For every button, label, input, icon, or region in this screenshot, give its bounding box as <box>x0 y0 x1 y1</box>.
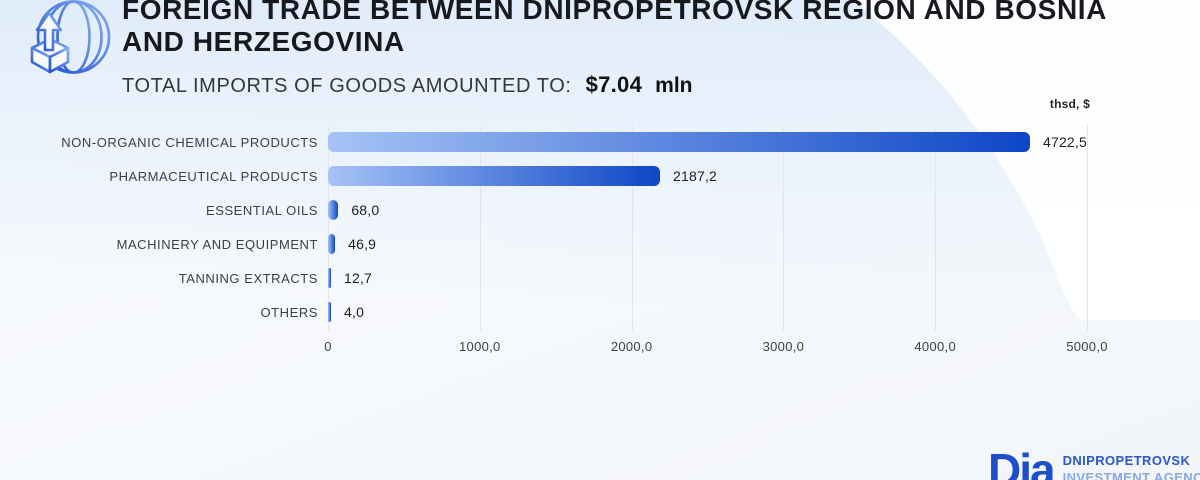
category-label: OTHERS <box>260 304 318 320</box>
category-label: ESSENTIAL OILS <box>206 202 318 218</box>
bar-row: PHARMACEUTICAL PRODUCTS 2187,2 <box>109 159 1087 193</box>
bar <box>328 200 339 220</box>
bar-row: ESSENTIAL OILS 68,0 <box>206 193 1087 227</box>
subtitle-unit: mln <box>655 74 693 97</box>
agency-name-line2: INVESTMENT AGENCY <box>1062 470 1200 480</box>
bar-value-label: 4,0 <box>344 304 365 320</box>
globe-export-icon <box>30 0 111 74</box>
bar-value-label: 12,7 <box>344 270 373 286</box>
x-tick-label: 4000,0 <box>914 339 956 354</box>
gridline <box>631 125 633 331</box>
axis-unit-label: thsd, $ <box>1049 97 1090 111</box>
bar <box>328 268 331 288</box>
agency-name-line1: DNIPROPETROVSK <box>1062 453 1191 468</box>
gridline <box>935 125 937 331</box>
bar-row: OTHERS 4,0 <box>261 295 1087 329</box>
category-label: NON-ORGANIC CHEMICAL PRODUCTS <box>61 134 318 150</box>
page-title-line2: AND HERZEGOVINA <box>122 26 405 57</box>
page-title: FOREIGN TRADE BETWEEN DNIPROPETROVSK REG… <box>122 0 1107 58</box>
bar-value-label: 4722,5 <box>1042 134 1087 150</box>
bar <box>328 132 1030 152</box>
dia-logo-mark: Dia <box>988 444 1056 480</box>
chart-gridlines <box>328 125 1088 331</box>
category-label: MACHINERY AND EQUIPMENT <box>116 236 318 252</box>
page-title-line1: FOREIGN TRADE BETWEEN DNIPROPETROVSK REG… <box>122 0 1107 25</box>
gridline <box>479 125 481 331</box>
x-tick-label: 2000,0 <box>610 339 653 354</box>
bar-value-label: 2187,2 <box>673 168 718 184</box>
gridline <box>328 125 329 331</box>
subtitle-label: TOTAL IMPORTS OF GOODS AMOUNTED TO: <box>122 75 572 97</box>
agency-logo-text: DNIPROPETROVSK INVESTMENT AGENCY <box>1063 453 1200 480</box>
agency-logo: Dia DNIPROPETROVSK INVESTMENT AGENCY <box>988 444 1200 480</box>
bar-value-label: 46,9 <box>348 236 377 252</box>
gridline <box>1087 125 1088 331</box>
category-label: PHARMACEUTICAL PRODUCTS <box>109 168 318 184</box>
subtitle: TOTAL IMPORTS OF GOODS AMOUNTED TO: $7.0… <box>122 72 692 98</box>
category-label: TANNING EXTRACTS <box>178 270 318 286</box>
chart-bars: NON-ORGANIC CHEMICAL PRODUCTS 4722,5 PHARM… <box>61 125 1087 329</box>
x-tick-label: 1000,0 <box>459 339 501 354</box>
x-tick-label: 5000,0 <box>1066 339 1108 354</box>
subtitle-value: $7.04 <box>585 72 643 97</box>
bar <box>328 166 661 186</box>
bar-value-label: 68,0 <box>351 202 380 218</box>
bar <box>328 234 336 254</box>
x-tick-label: 3000,0 <box>762 339 805 354</box>
bar <box>328 302 331 322</box>
gridline <box>783 125 785 331</box>
bar-row: MACHINERY AND EQUIPMENT 46,9 <box>117 227 1087 261</box>
x-tick-label: 0 <box>324 339 332 354</box>
bar-row: NON-ORGANIC CHEMICAL PRODUCTS 4722,5 <box>61 125 1087 159</box>
bar-row: TANNING EXTRACTS 12,7 <box>179 261 1087 295</box>
chart-x-axis: 0 1000,0 2000,0 3000,0 4000,0 5000,0 <box>324 339 1107 357</box>
